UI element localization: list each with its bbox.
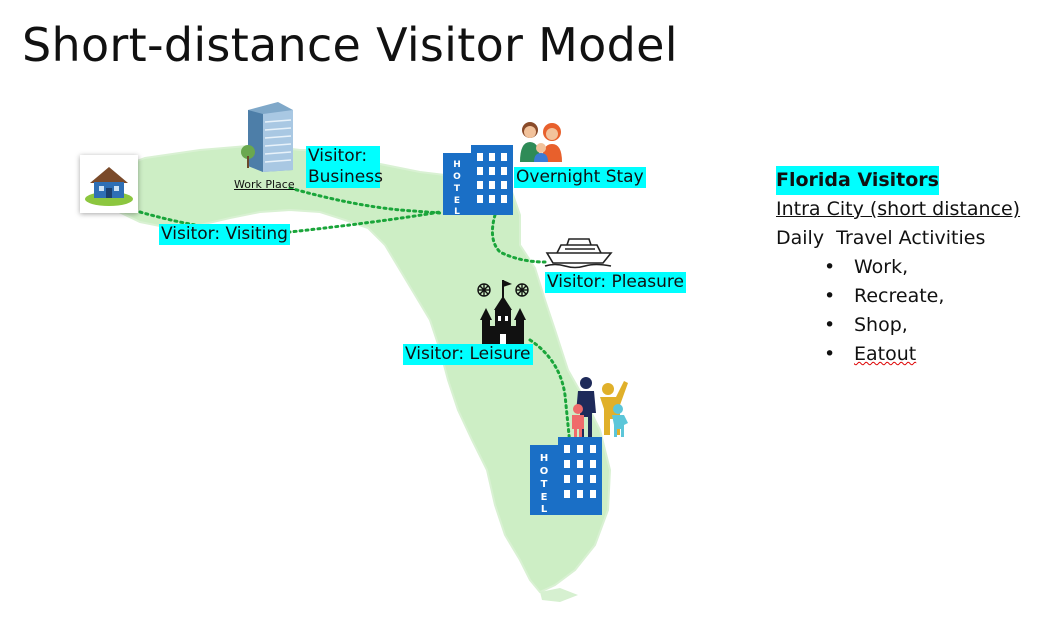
- hotel-icon: H O T E L: [443, 145, 513, 217]
- hotel-icon: H O T E L: [530, 437, 602, 515]
- route-work-hotel: [288, 186, 442, 215]
- svg-text:T: T: [454, 184, 461, 194]
- activity-item: Work,: [776, 253, 1020, 282]
- family-silhouette-icon: [572, 377, 628, 437]
- info-subheading: Intra City (short distance): [776, 198, 1021, 220]
- svg-text:H: H: [540, 453, 548, 464]
- activities-list: Work, Recreate, Shop, Eatout: [776, 253, 1020, 369]
- castle-icon: [477, 280, 529, 344]
- work-place-label: Work Place: [234, 178, 295, 191]
- visitor-visiting-label: Visitor: Visiting: [159, 224, 290, 245]
- visitor-business-label: Visitor: Business: [306, 146, 383, 188]
- cruise-ship-icon: [544, 238, 613, 269]
- svg-text:T: T: [541, 479, 548, 490]
- svg-text:E: E: [541, 492, 548, 503]
- svg-text:L: L: [454, 207, 460, 217]
- activity-eatout: Eatout: [854, 343, 917, 365]
- overnight-stay-label: Overnight Stay: [514, 167, 646, 188]
- office-building-icon: [241, 102, 293, 172]
- activity-item: Eatout: [776, 340, 1020, 369]
- visitor-leisure-label: Visitor: Leisure: [403, 344, 533, 365]
- svg-text:L: L: [541, 504, 548, 515]
- svg-text:O: O: [453, 172, 461, 182]
- route-lines: [138, 186, 572, 447]
- activity-item: Shop,: [776, 311, 1020, 340]
- activity-item: Recreate,: [776, 282, 1020, 311]
- house-icon: [85, 167, 133, 206]
- florida-visitors-panel: Florida Visitors Intra City (short dista…: [776, 166, 1020, 369]
- family-icon: [520, 122, 562, 162]
- page-title: Short-distance Visitor Model: [22, 18, 678, 72]
- route-home-hotel: [138, 210, 442, 234]
- route-hotel-cruise: [490, 213, 547, 264]
- route-castle-hotel2: [528, 338, 572, 447]
- florida-map: [98, 143, 612, 602]
- svg-text:H: H: [453, 160, 461, 170]
- info-heading: Florida Visitors: [776, 166, 939, 195]
- activities-title: Daily Travel Activities: [776, 227, 986, 249]
- visitor-pleasure-label: Visitor: Pleasure: [545, 272, 687, 293]
- house-card: [80, 155, 138, 213]
- svg-text:E: E: [454, 196, 460, 206]
- svg-text:O: O: [540, 466, 549, 477]
